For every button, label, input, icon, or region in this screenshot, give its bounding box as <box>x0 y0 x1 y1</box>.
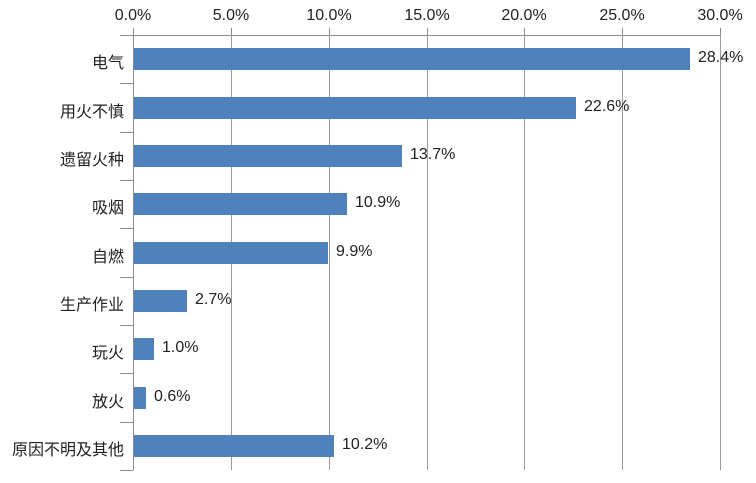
bar <box>134 387 146 409</box>
value-label: 10.9% <box>355 194 401 211</box>
category-boundary-tick <box>120 325 133 326</box>
value-label: 1.0% <box>162 339 199 356</box>
axis-tick <box>329 28 330 35</box>
value-axis-line <box>133 35 720 36</box>
bar <box>134 193 347 215</box>
axis-tick <box>720 28 721 35</box>
category-label: 自燃 <box>91 249 124 266</box>
bar <box>134 242 328 264</box>
value-label: 13.7% <box>410 146 456 163</box>
value-label: 2.7% <box>195 291 232 308</box>
axis-tick-label: 5.0% <box>212 7 250 24</box>
axis-tick <box>231 28 232 35</box>
category-boundary-tick <box>120 277 133 278</box>
axis-tick <box>524 28 525 35</box>
category-boundary-tick <box>120 373 133 374</box>
category-label: 遗留火种 <box>59 152 124 169</box>
axis-tick <box>622 28 623 35</box>
category-boundary-tick <box>120 180 133 181</box>
value-label: 28.4% <box>698 49 744 66</box>
gridline <box>524 35 525 470</box>
bar <box>134 97 576 119</box>
category-boundary-tick <box>120 35 133 36</box>
value-label: 9.9% <box>336 243 373 260</box>
value-label: 22.6% <box>584 98 630 115</box>
category-boundary-tick <box>120 470 133 471</box>
category-label: 生产作业 <box>59 297 124 314</box>
category-label: 玩火 <box>91 345 124 362</box>
bar <box>134 48 690 70</box>
axis-tick <box>427 28 428 35</box>
value-label: 0.6% <box>154 388 191 405</box>
category-label: 吸烟 <box>91 200 124 217</box>
category-boundary-tick <box>120 422 133 423</box>
category-label: 电气 <box>91 55 124 72</box>
axis-tick <box>133 28 134 35</box>
bar <box>134 290 187 312</box>
category-boundary-tick <box>120 132 133 133</box>
gridline <box>622 35 623 470</box>
category-boundary-tick <box>120 228 133 229</box>
category-label: 放火 <box>91 394 124 411</box>
bar <box>134 145 402 167</box>
axis-tick-label: 20.0% <box>501 7 547 24</box>
axis-tick-label: 0.0% <box>114 7 152 24</box>
gridline <box>427 35 428 470</box>
category-boundary-tick <box>120 83 133 84</box>
bar <box>134 435 334 457</box>
axis-tick-label: 10.0% <box>306 7 352 24</box>
axis-tick-label: 30.0% <box>697 7 743 24</box>
gridline <box>329 35 330 470</box>
category-label: 用火不慎 <box>59 104 124 121</box>
gridline <box>720 35 721 470</box>
bar <box>134 338 154 360</box>
axis-tick-label: 25.0% <box>599 7 645 24</box>
value-label: 10.2% <box>342 436 388 453</box>
category-label: 原因不明及其他 <box>11 442 124 459</box>
category-axis-line <box>133 35 134 470</box>
axis-tick-label: 15.0% <box>404 7 450 24</box>
